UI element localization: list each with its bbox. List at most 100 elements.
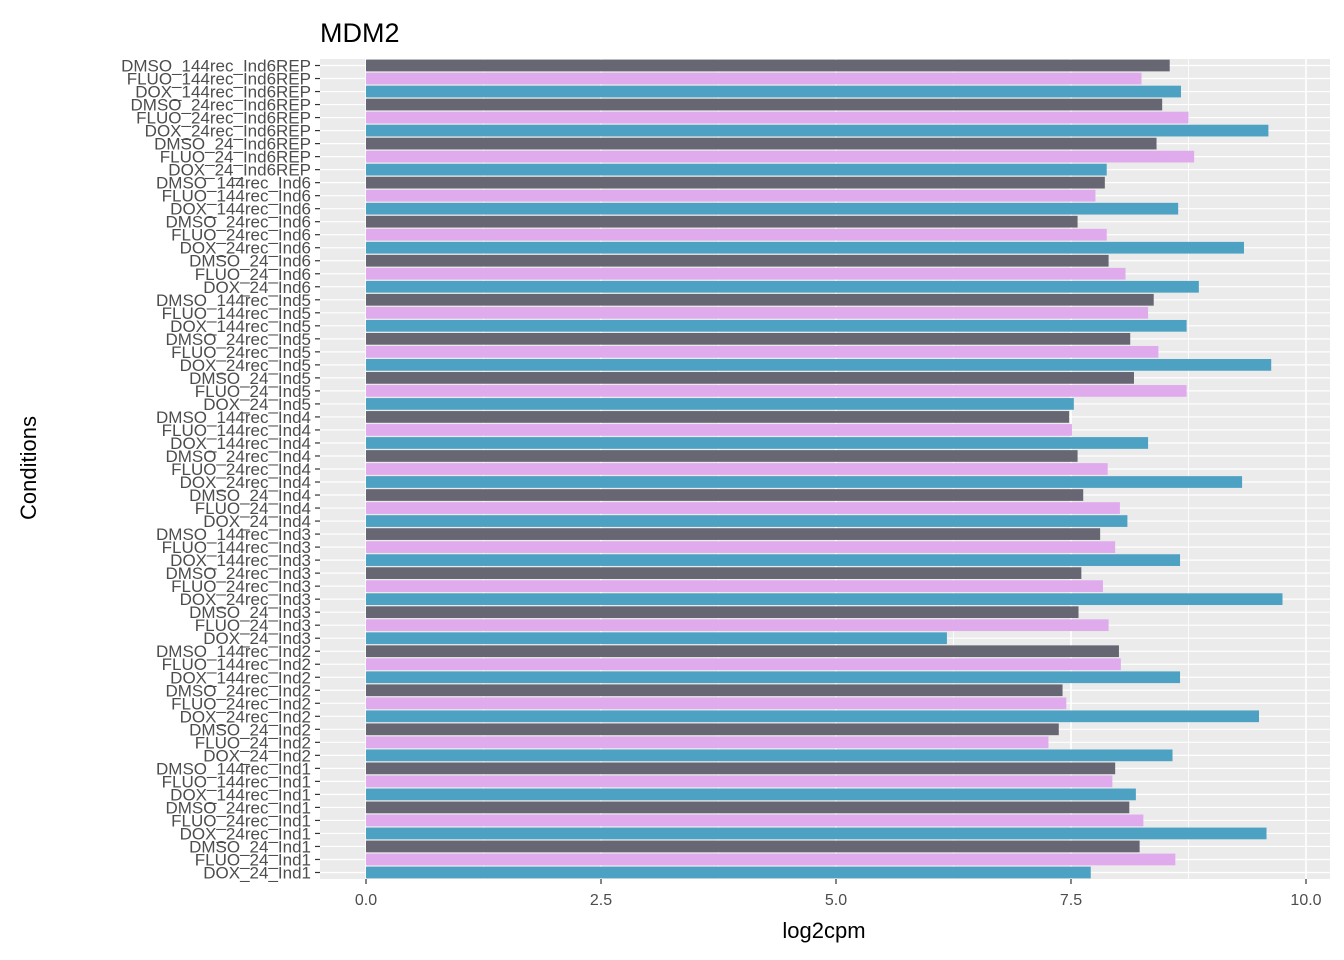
bar-fluo-24-ind5: [366, 385, 1187, 397]
bar-fluo-24rec-ind6: [366, 228, 1107, 241]
bar-dmso-24rec-ind6rep: [366, 98, 1163, 111]
y-tick-label: DOX_24_Ind3: [203, 629, 311, 648]
y-tick-label: FLUO_144rec_Ind6: [162, 187, 311, 206]
y-axis-title: Conditions: [16, 416, 41, 520]
x-tick-label: 5.0: [825, 892, 847, 909]
y-tick-label: FLUO_24_Ind1: [195, 850, 311, 869]
y-tick-label: DOX_144rec_Ind3: [170, 551, 311, 570]
bar-dmso-24-ind4: [366, 489, 1084, 501]
y-tick-label: FLUO_24rec_Ind4: [171, 460, 311, 479]
y-tick-label: DOX_24rec_Ind4: [180, 473, 311, 492]
y-tick-label: FLUO_144rec_Ind5: [162, 304, 311, 323]
bar-fluo-24-ind3: [366, 619, 1109, 632]
bar-dox-24-ind6rep: [366, 163, 1107, 176]
x-tick-label: 7.5: [1060, 892, 1082, 909]
y-tick-label: DOX_24_Ind2: [203, 746, 311, 765]
bar-dox-24-ind1: [366, 866, 1091, 879]
y-tick-label: DMSO_144rec_Ind3: [156, 525, 311, 544]
y-tick-label: DOX_144rec_Ind1: [170, 785, 311, 804]
bar-fluo-24rec-ind1: [366, 814, 1144, 827]
bar-dox-24-ind2: [366, 749, 1173, 762]
y-tick-label: DMSO_24rec_Ind3: [165, 564, 311, 583]
bar-dox-24rec-ind1: [366, 827, 1267, 840]
bar-dox-144rec-ind5: [366, 319, 1187, 332]
bar-dmso-24rec-ind3: [366, 567, 1082, 579]
y-tick-label: FLUO_24_Ind6REP: [160, 148, 311, 167]
y-tick-label: DMSO_24rec_Ind5: [165, 330, 311, 349]
y-tick-label: DOX_24_Ind1: [203, 863, 311, 882]
y-tick-label: FLUO_144rec_Ind3: [162, 538, 311, 557]
bar-dmso-144rec-ind4: [366, 411, 1070, 423]
y-tick-label: FLUO_24rec_Ind3: [171, 577, 311, 596]
bar-dox-144rec-ind4: [366, 437, 1149, 449]
bar-dox-144rec-ind6: [366, 202, 1179, 215]
bar-fluo-24-ind2: [366, 736, 1049, 749]
bar-dox-24-ind6: [366, 280, 1199, 293]
y-tick-label: DMSO_24rec_Ind6REP: [131, 96, 311, 115]
bar-fluo-144rec-ind4: [366, 424, 1072, 436]
y-tick-label: DOX_24rec_Ind6REP: [145, 122, 311, 141]
x-tick-label: 0.0: [355, 892, 377, 909]
bar-dox-24rec-ind5: [366, 359, 1272, 371]
bar-fluo-144rec-ind1: [366, 775, 1113, 788]
y-tick-label: DOX_24rec_Ind3: [180, 590, 311, 609]
bar-dmso-24rec-ind4: [366, 450, 1078, 462]
y-tick-label: DOX_144rec_Ind6: [170, 200, 311, 219]
y-tick-label: DMSO_24rec_Ind6: [165, 213, 311, 232]
bar-dox-24rec-ind6: [366, 241, 1244, 254]
bar-dox-24rec-ind2: [366, 710, 1259, 723]
y-tick-label: FLUO_24_Ind6: [195, 265, 311, 284]
x-tick-label: 10.0: [1290, 892, 1321, 909]
y-tick-label: FLUO_24rec_Ind2: [171, 694, 311, 713]
bar-dmso-24rec-ind6: [366, 215, 1078, 228]
y-tick-label: DMSO_144rec_Ind5: [156, 291, 311, 310]
y-axis-labels: DMSO_144rec_Ind6REPFLUO_144rec_Ind6REPDO…: [121, 57, 311, 883]
y-tick-label: DOX_144rec_Ind4: [170, 434, 311, 453]
y-tick-label: DMSO_24_Ind4: [189, 486, 311, 505]
bar-dox-24-ind4: [366, 515, 1128, 527]
bar-dmso-24-ind2: [366, 723, 1059, 736]
bar-dmso-24rec-ind5: [366, 332, 1131, 345]
bar-dmso-24rec-ind1: [366, 801, 1130, 814]
bar-dmso-24-ind1: [366, 840, 1140, 853]
y-tick-label: FLUO_144rec_Ind4: [162, 421, 311, 440]
bar-dmso-144rec-ind2: [366, 645, 1119, 658]
y-tick-label: DOX_24rec_Ind2: [180, 707, 311, 726]
x-tick-label: 2.5: [590, 892, 612, 909]
bar-fluo-144rec-ind2: [366, 658, 1121, 671]
bar-dmso-24-ind6: [366, 254, 1109, 267]
bar-fluo-24rec-ind6rep: [366, 111, 1189, 124]
y-tick-label: DOX_24_Ind6REP: [168, 161, 311, 180]
y-tick-label: DMSO_24rec_Ind1: [165, 798, 311, 817]
y-tick-label: DMSO_144rec_Ind1: [156, 759, 311, 778]
bar-fluo-24rec-ind5: [366, 346, 1159, 358]
y-tick-label: DMSO_24rec_Ind4: [165, 447, 311, 466]
y-tick-label: DMSO_144rec_Ind2: [156, 642, 311, 661]
y-tick-label: DOX_24rec_Ind6: [180, 239, 311, 258]
y-tick-label: FLUO_24_Ind3: [195, 616, 311, 635]
y-tick-label: DMSO_24_Ind3: [189, 603, 311, 622]
y-tick-label: FLUO_144rec_Ind1: [162, 772, 311, 791]
y-tick-label: DMSO_24_Ind6REP: [154, 135, 311, 154]
y-tick-label: DOX_24_Ind5: [203, 395, 311, 414]
y-tick-label: DMSO_24_Ind2: [189, 720, 311, 739]
bar-fluo-24-ind4: [366, 502, 1120, 514]
bar-dmso-24rec-ind2: [366, 684, 1063, 697]
y-tick-label: DMSO_24rec_Ind2: [165, 681, 311, 700]
y-tick-label: FLUO_24rec_Ind1: [171, 811, 311, 830]
bar-dmso-144rec-ind3: [366, 528, 1101, 540]
bar-fluo-24-ind6rep: [366, 150, 1195, 163]
y-tick-label: DOX_24rec_Ind5: [180, 356, 311, 375]
bar-fluo-24rec-ind3: [366, 580, 1103, 592]
y-tick-label: DMSO_24_Ind6: [189, 252, 311, 271]
bar-fluo-144rec-ind6rep: [366, 72, 1142, 85]
y-tick-label: FLUO_24rec_Ind5: [171, 343, 311, 362]
bar-fluo-24rec-ind4: [366, 463, 1108, 475]
bar-fluo-144rec-ind6: [366, 189, 1096, 202]
bars: [366, 59, 1283, 879]
bar-fluo-144rec-ind5: [366, 306, 1149, 319]
y-tick-label: FLUO_144rec_Ind2: [162, 655, 311, 674]
y-tick-label: FLUO_24rec_Ind6: [171, 226, 311, 245]
y-tick-label: DOX_144rec_Ind5: [170, 317, 311, 336]
